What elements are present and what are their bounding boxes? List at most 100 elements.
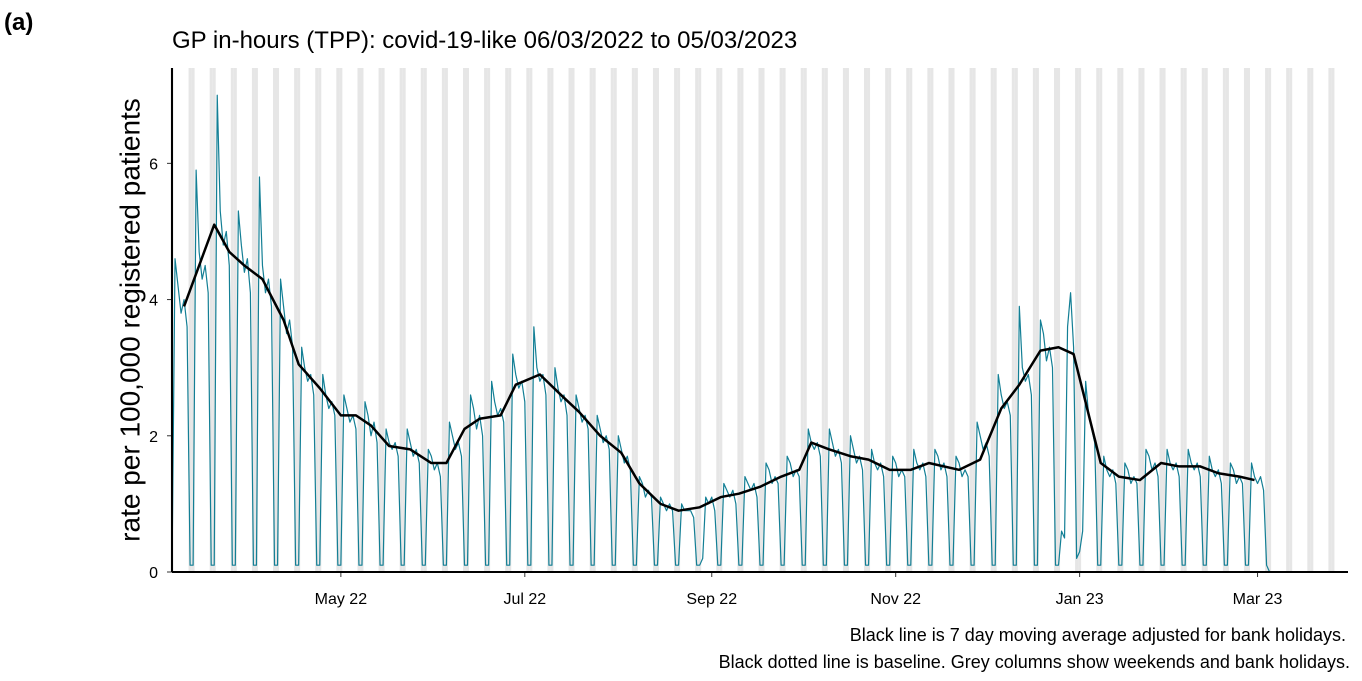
weekend-column bbox=[695, 68, 699, 572]
weekend-column bbox=[233, 68, 237, 572]
moving-average-line bbox=[182, 223, 1255, 512]
weekend-column bbox=[505, 68, 509, 572]
weekend-column bbox=[191, 68, 195, 572]
weekend-column bbox=[821, 68, 825, 572]
x-tick-label: May 22 bbox=[315, 591, 368, 608]
x-tick-label: Mar 23 bbox=[1233, 591, 1283, 608]
weekend-column bbox=[399, 68, 403, 572]
weekend-column bbox=[466, 68, 470, 572]
y-tick-label: 0 bbox=[149, 565, 158, 582]
weekend-column bbox=[378, 68, 382, 572]
weekend-column bbox=[613, 68, 617, 572]
weekend-column bbox=[803, 68, 807, 572]
weekend-column bbox=[674, 68, 678, 572]
weekend-column bbox=[1243, 68, 1247, 572]
weekend-column bbox=[1268, 68, 1272, 572]
weekend-column bbox=[1183, 68, 1187, 572]
weekend-column bbox=[779, 68, 783, 572]
panel-label: (a) bbox=[4, 9, 33, 36]
weekend-column bbox=[824, 68, 828, 572]
weekend-column bbox=[508, 68, 512, 572]
weekend-column bbox=[1078, 68, 1082, 572]
weekend-column bbox=[209, 68, 213, 572]
weekend-column bbox=[1328, 68, 1332, 572]
weekend-column bbox=[273, 68, 277, 572]
weekend-column bbox=[1307, 68, 1311, 572]
weekend-column bbox=[484, 68, 488, 572]
weekend-column bbox=[339, 68, 343, 572]
weekend-column bbox=[1117, 68, 1121, 572]
weekend-column bbox=[927, 68, 931, 572]
weekend-column bbox=[592, 68, 596, 572]
weekend-column bbox=[315, 68, 319, 572]
weekend-column bbox=[948, 68, 952, 572]
weekend-column bbox=[547, 68, 551, 572]
weekend-column bbox=[737, 68, 741, 572]
weekend-column bbox=[845, 68, 849, 572]
weekend-column bbox=[1141, 68, 1145, 572]
weekend-column bbox=[402, 68, 406, 572]
daily-line bbox=[171, 94, 1271, 573]
weekend-column bbox=[1201, 68, 1205, 572]
weekend-column bbox=[589, 68, 593, 572]
weekend-column bbox=[1054, 68, 1058, 572]
weekend-column bbox=[1265, 68, 1269, 572]
weekend-column bbox=[423, 68, 427, 572]
weekend-column bbox=[1162, 68, 1166, 572]
weekend-column bbox=[761, 68, 765, 572]
weekend-column bbox=[251, 68, 255, 572]
weekend-column bbox=[698, 68, 702, 572]
weekend-column bbox=[1057, 68, 1061, 572]
weekend-column bbox=[1138, 68, 1142, 572]
weekend-column bbox=[1331, 68, 1335, 572]
weekend-column bbox=[906, 68, 910, 572]
weekend-column bbox=[550, 68, 554, 572]
weekend-column bbox=[740, 68, 744, 572]
y-axis-label: rate per 100,000 registered patients bbox=[114, 98, 145, 542]
weekend-column bbox=[318, 68, 322, 572]
weekend-column bbox=[230, 68, 234, 572]
weekend-column bbox=[652, 68, 656, 572]
x-tick-label: Jul 22 bbox=[503, 591, 546, 608]
weekend-column bbox=[441, 68, 445, 572]
weekend-column bbox=[444, 68, 448, 572]
weekend-column bbox=[568, 68, 572, 572]
weekend-column bbox=[719, 68, 723, 572]
weekend-column bbox=[969, 68, 973, 572]
weekend-column bbox=[487, 68, 491, 572]
weekend-column bbox=[972, 68, 976, 572]
weekend-column bbox=[758, 68, 762, 572]
x-tick-label: Jan 23 bbox=[1056, 591, 1104, 608]
weekend-column bbox=[1075, 68, 1079, 572]
weekend-column bbox=[254, 68, 258, 572]
weekend-column bbox=[990, 68, 994, 572]
weekend-column bbox=[212, 68, 216, 572]
weekend-column bbox=[336, 68, 340, 572]
weekend-column bbox=[864, 68, 868, 572]
weekend-column bbox=[1096, 68, 1100, 572]
x-tick-label: Sep 22 bbox=[686, 591, 737, 608]
weekend-column bbox=[1035, 68, 1039, 572]
weekend-column bbox=[1286, 68, 1290, 572]
weekend-column bbox=[420, 68, 424, 572]
weekend-column bbox=[634, 68, 638, 572]
weekend-column bbox=[610, 68, 614, 572]
weekend-column bbox=[1120, 68, 1124, 572]
weekend-column bbox=[716, 68, 720, 572]
weekend-column bbox=[842, 68, 846, 572]
weekend-column bbox=[951, 68, 955, 572]
weekend-column bbox=[930, 68, 934, 572]
weekend-column bbox=[677, 68, 681, 572]
weekend-column bbox=[1222, 68, 1226, 572]
weekend-column bbox=[782, 68, 786, 572]
weekend-column bbox=[800, 68, 804, 572]
y-tick-label: 6 bbox=[149, 156, 158, 173]
x-tick-label: Nov 22 bbox=[870, 591, 921, 608]
weekend-column bbox=[571, 68, 575, 572]
weekend-column bbox=[1032, 68, 1036, 572]
weekend-column bbox=[1204, 68, 1208, 572]
weekend-column bbox=[276, 68, 280, 572]
weekend-column bbox=[631, 68, 635, 572]
weekend-column bbox=[297, 68, 301, 572]
